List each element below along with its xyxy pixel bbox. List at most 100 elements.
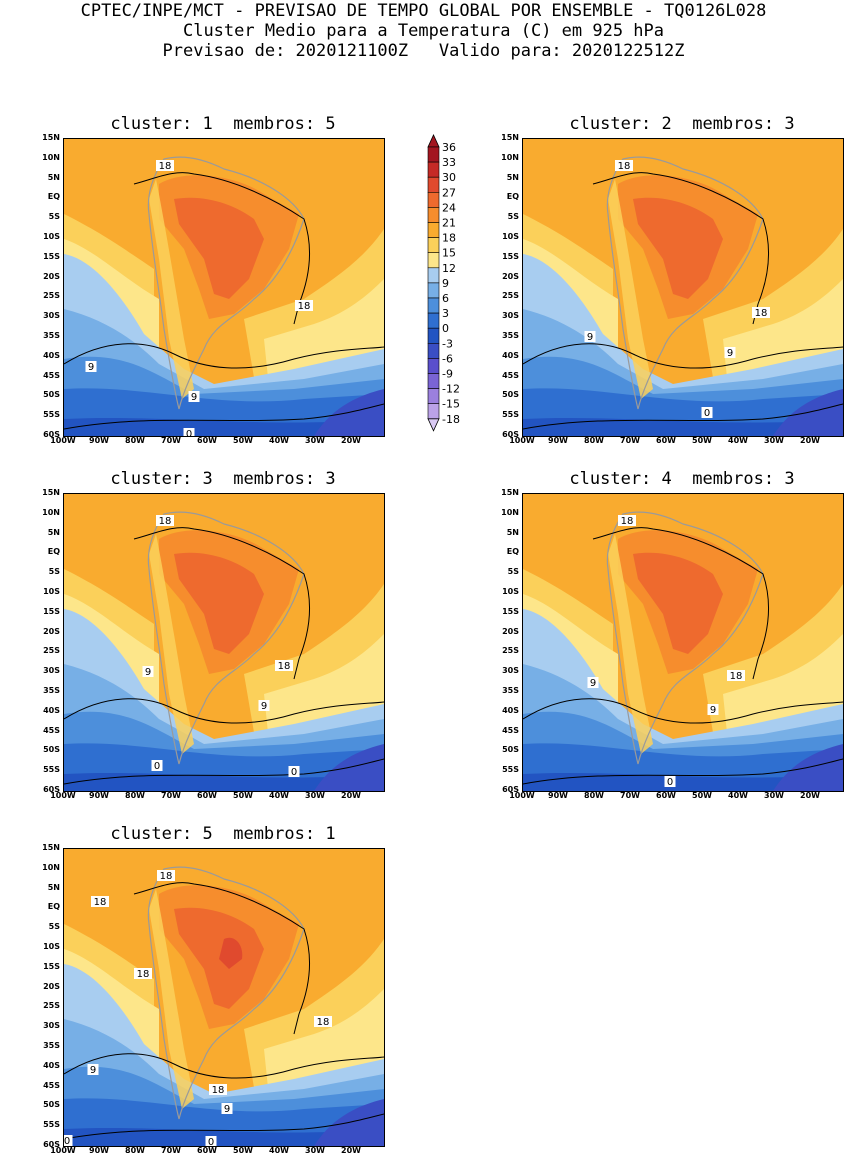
header-line-1: CPTEC/INPE/MCT - PREVISAO DE TEMPO GLOBA…	[80, 1, 767, 21]
lat-label: 40S	[502, 705, 519, 715]
lon-label: 70W	[620, 791, 640, 800]
lat-label: 50S	[43, 1100, 60, 1110]
colorbar-label: 33	[442, 156, 456, 169]
lon-label: 50W	[692, 436, 712, 445]
field-andes-strip	[608, 534, 653, 754]
lon-label: 50W	[233, 791, 253, 800]
contour-9	[64, 698, 384, 724]
contour-label: 18	[615, 160, 633, 172]
lon-label: 80W	[125, 791, 145, 800]
svg-text:0: 0	[154, 761, 160, 772]
lat-label: 10N	[501, 152, 519, 162]
colorbar-label: 6	[442, 292, 449, 305]
colorbar-bottom-arrow	[427, 418, 440, 432]
lon-label: 40W	[269, 436, 289, 445]
lon-label: 80W	[584, 436, 604, 445]
lat-label: 15N	[42, 488, 60, 497]
lat-label: 5S	[48, 212, 60, 222]
field-continent-27	[174, 907, 264, 1009]
lat-label: 50S	[43, 390, 60, 400]
lon-label: 70W	[161, 1146, 181, 1155]
colorbar-swatch	[427, 327, 440, 344]
lat-label: 5N	[47, 527, 60, 537]
contour-label: 9	[87, 1064, 99, 1076]
lon-label: 100W	[509, 791, 535, 800]
lat-label: 40S	[502, 350, 519, 360]
lat-label: 10N	[42, 507, 60, 517]
contour-label: 0	[701, 407, 713, 419]
lat-label: 25S	[43, 646, 60, 656]
lon-label: 90W	[89, 791, 109, 800]
colorbar-swatch	[427, 373, 440, 389]
colorbar-swatch	[427, 161, 440, 178]
lon-label: 80W	[584, 791, 604, 800]
contour-label: 9	[707, 704, 719, 716]
header-line-3: Previsao de: 2020121100Z Valido para: 20…	[162, 41, 685, 61]
svg-text:18: 18	[159, 516, 172, 527]
map-panel: 18 18 9 9 0	[522, 493, 844, 792]
lat-label: 20S	[43, 626, 60, 636]
lat-label: 35S	[43, 686, 60, 695]
lat-label: 60S	[502, 430, 519, 439]
lat-label: 55S	[502, 410, 519, 420]
colorbar-swatch	[427, 312, 440, 329]
colorbar-swatch	[427, 403, 440, 420]
svg-text:18: 18	[317, 1017, 330, 1028]
lat-label: 40S	[43, 1060, 60, 1070]
field-continent-27	[633, 197, 723, 299]
lat-label: 35S	[502, 686, 519, 695]
svg-text:18: 18	[730, 671, 743, 682]
svg-text:0: 0	[704, 408, 710, 419]
lat-label: 40S	[43, 705, 60, 715]
lon-label: 60W	[656, 791, 676, 800]
lat-label: 50S	[502, 745, 519, 755]
colorbar-swatch	[427, 191, 440, 208]
lat-label: 10S	[43, 942, 60, 951]
lat-label: 40S	[43, 350, 60, 360]
contour-label: 0	[205, 1136, 217, 1146]
field-band-0	[64, 417, 384, 436]
colorbar-label: -6	[442, 352, 453, 365]
lat-label: 10S	[502, 587, 519, 596]
lat-label: 45S	[502, 725, 519, 735]
lon-label: 60W	[197, 436, 217, 445]
svg-text:0: 0	[64, 1136, 70, 1146]
lat-label: 30S	[43, 311, 60, 321]
field-andes-strip	[149, 889, 194, 1109]
lon-label: 20W	[800, 436, 820, 445]
contour-label: 18	[134, 968, 152, 980]
colorbar-label: -12	[442, 383, 460, 396]
svg-text:0: 0	[186, 429, 192, 436]
contour-9	[64, 1053, 384, 1079]
svg-text:9: 9	[191, 392, 197, 403]
contour-label: 0	[288, 766, 300, 778]
lat-label: 25S	[43, 1001, 60, 1011]
contour-label: 18	[727, 670, 745, 682]
lat-label: 15N	[501, 488, 519, 497]
colorbar-label: 36	[442, 141, 456, 154]
lat-label: 45S	[43, 1080, 60, 1090]
lat-label: 15S	[502, 606, 519, 616]
lat-label: 15N	[42, 133, 60, 142]
svg-text:9: 9	[261, 701, 267, 712]
lat-label: 5S	[507, 212, 519, 222]
svg-text:18: 18	[212, 1085, 225, 1096]
colorbar-swatch	[427, 146, 440, 163]
lat-label: 5S	[507, 567, 519, 577]
panel-title: cluster: 2 membros: 3	[569, 114, 795, 134]
lon-label: 40W	[728, 791, 748, 800]
colorbar: 36 33 30 27 24 21 18 15 12 9 6 3 0 -3 -6 -9 -12 -15 -18	[424, 133, 484, 443]
colorbar-label: 9	[442, 277, 449, 290]
map-panel: 18 18 18 18 9 18 9 0 0	[63, 848, 385, 1147]
lon-label: 100W	[50, 436, 76, 445]
lat-label: EQ	[47, 902, 60, 912]
colorbar-label: 12	[442, 262, 456, 275]
contour-label: 18	[314, 1016, 332, 1028]
lon-label: 20W	[341, 791, 361, 800]
contour-label: 9	[142, 666, 154, 678]
contour-label: 18	[157, 870, 175, 882]
lat-label: 5N	[47, 882, 60, 892]
lat-label: 45S	[502, 370, 519, 380]
colorbar-label: 15	[442, 247, 456, 260]
